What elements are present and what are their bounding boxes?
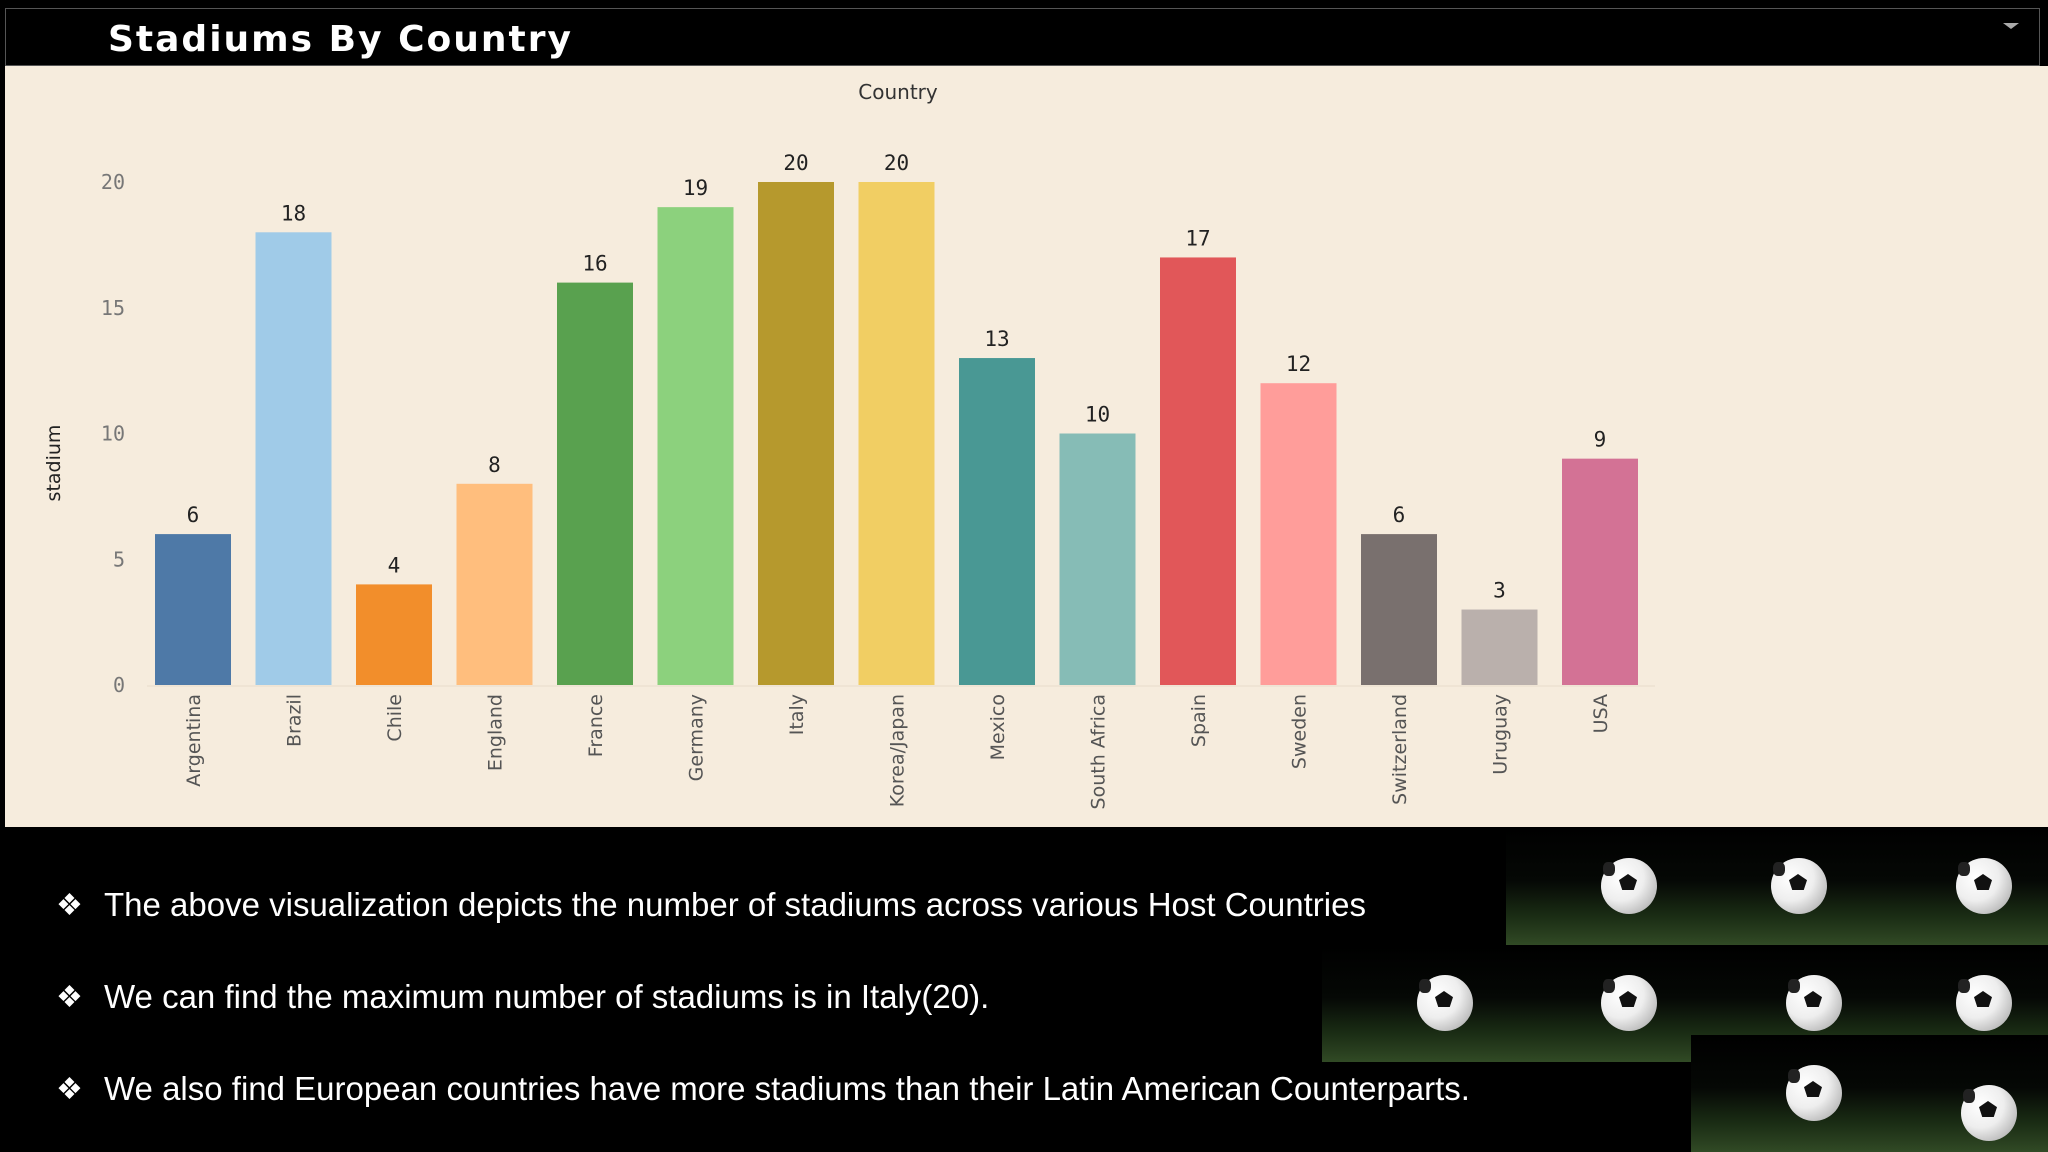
- bar-value-label: 12: [1286, 352, 1311, 376]
- soccer-ball-icon: [1786, 1065, 1842, 1121]
- bar-spain[interactable]: [1160, 257, 1236, 685]
- soccer-ball-icon: [1956, 858, 2012, 914]
- x-tick-label: Italy: [786, 694, 808, 735]
- x-tick-label: England: [485, 694, 507, 771]
- bar-value-label: 9: [1594, 428, 1607, 452]
- soccer-ball-tile: [1322, 945, 1507, 1062]
- soccer-ball-icon: [1601, 975, 1657, 1031]
- bar-value-label: 17: [1185, 226, 1210, 250]
- four-diamond-bullet-icon: ❖: [56, 1072, 83, 1106]
- soccer-ball-icon: [1417, 975, 1473, 1031]
- page-title: Stadiums By Country: [108, 19, 573, 60]
- x-tick-label: Korea/Japan: [887, 694, 909, 807]
- soccer-ball-tile: [1506, 945, 1691, 1062]
- bar-value-label: 4: [388, 553, 401, 577]
- header-bar: Stadiums By Country: [5, 8, 2040, 66]
- bar-uruguay[interactable]: [1461, 609, 1538, 685]
- soccer-ball-icon: [1786, 975, 1842, 1031]
- soccer-ball-tile: [1691, 828, 1876, 945]
- bar-value-label: 20: [783, 151, 808, 175]
- soccer-ball-tile: [1876, 1035, 2048, 1152]
- soccer-ball-icon: [1961, 1085, 2017, 1141]
- soccer-ball-icon: [1956, 975, 2012, 1031]
- x-tick-label: Spain: [1188, 694, 1210, 747]
- x-tick-label: Switzerland: [1389, 694, 1411, 805]
- x-tick-label: South Africa: [1088, 694, 1110, 809]
- bar-switzerland[interactable]: [1361, 534, 1437, 685]
- bar-value-label: 18: [281, 201, 306, 225]
- y-tick-label: 10: [101, 422, 125, 446]
- four-diamond-bullet-icon: ❖: [56, 980, 83, 1014]
- bullet-text: We can find the maximum number of stadiu…: [104, 978, 990, 1015]
- chart-title: Country: [858, 80, 938, 104]
- y-tick-label: 20: [101, 170, 125, 194]
- bar-south-africa[interactable]: [1059, 433, 1136, 686]
- bullet-text: The above visualization depicts the numb…: [104, 886, 1366, 923]
- x-tick-label: Brazil: [284, 694, 306, 747]
- soccer-ball-tile: [1691, 1035, 1876, 1152]
- bar-france[interactable]: [557, 282, 633, 685]
- bullet-item-1: ❖ The above visualization depicts the nu…: [56, 886, 1366, 924]
- bar-germany[interactable]: [657, 207, 734, 685]
- soccer-ball-tile: [1506, 828, 1691, 945]
- bar-value-label: 6: [187, 503, 200, 527]
- dropdown-caret-icon[interactable]: [2003, 23, 2019, 29]
- bar-chart: Country stadium 0 5 10 15 20 6 Argentina 18 Brazil…: [43, 80, 1655, 809]
- x-tick-label: Mexico: [987, 694, 1009, 760]
- four-diamond-bullet-icon: ❖: [56, 888, 83, 922]
- bar-argentina[interactable]: [155, 534, 231, 685]
- x-tick-label: Argentina: [183, 694, 205, 787]
- y-tick-label: 5: [113, 547, 125, 571]
- soccer-ball-icon: [1601, 858, 1657, 914]
- bullet-item-2: ❖ We can find the maximum number of stad…: [56, 978, 989, 1016]
- bar-value-label: 6: [1393, 503, 1406, 527]
- x-tick-label: Uruguay: [1490, 694, 1512, 775]
- bar-value-label: 19: [683, 176, 708, 200]
- bar-value-label: 3: [1493, 579, 1506, 603]
- chart-panel: Country stadium 0 5 10 15 20 6 Argentina 18 Brazil…: [5, 66, 2048, 827]
- bullet-item-3: ❖ We also find European countries have m…: [56, 1070, 1470, 1108]
- soccer-ball-icon: [1771, 858, 1827, 914]
- soccer-ball-tile: [1876, 828, 2048, 945]
- bar-value-label: 13: [984, 327, 1009, 351]
- x-tick-label: France: [585, 694, 607, 757]
- x-tick-label: Germany: [686, 694, 708, 781]
- bar-korea-japan[interactable]: [858, 182, 935, 685]
- bar-value-label: 10: [1085, 403, 1110, 427]
- bar-value-label: 16: [582, 252, 607, 276]
- bar-england[interactable]: [456, 483, 533, 685]
- bullet-text: We also find European countries have mor…: [104, 1070, 1470, 1107]
- x-tick-label: USA: [1590, 694, 1612, 733]
- bar-mexico[interactable]: [959, 358, 1035, 685]
- bar-value-label: 20: [884, 151, 909, 175]
- y-tick-label: 15: [101, 296, 125, 320]
- bar-italy[interactable]: [758, 182, 834, 685]
- bar-value-label: 8: [488, 453, 501, 477]
- y-tick-label: 0: [113, 673, 125, 697]
- bar-chile[interactable]: [356, 584, 432, 685]
- x-tick-label: Sweden: [1289, 694, 1311, 769]
- bullet-section: ❖ The above visualization depicts the nu…: [0, 828, 2048, 1152]
- bar-usa[interactable]: [1562, 458, 1638, 685]
- bar-sweden[interactable]: [1260, 383, 1337, 685]
- y-axis-label: stadium: [43, 425, 65, 502]
- bar-brazil[interactable]: [255, 232, 332, 686]
- x-tick-label: Chile: [384, 694, 406, 742]
